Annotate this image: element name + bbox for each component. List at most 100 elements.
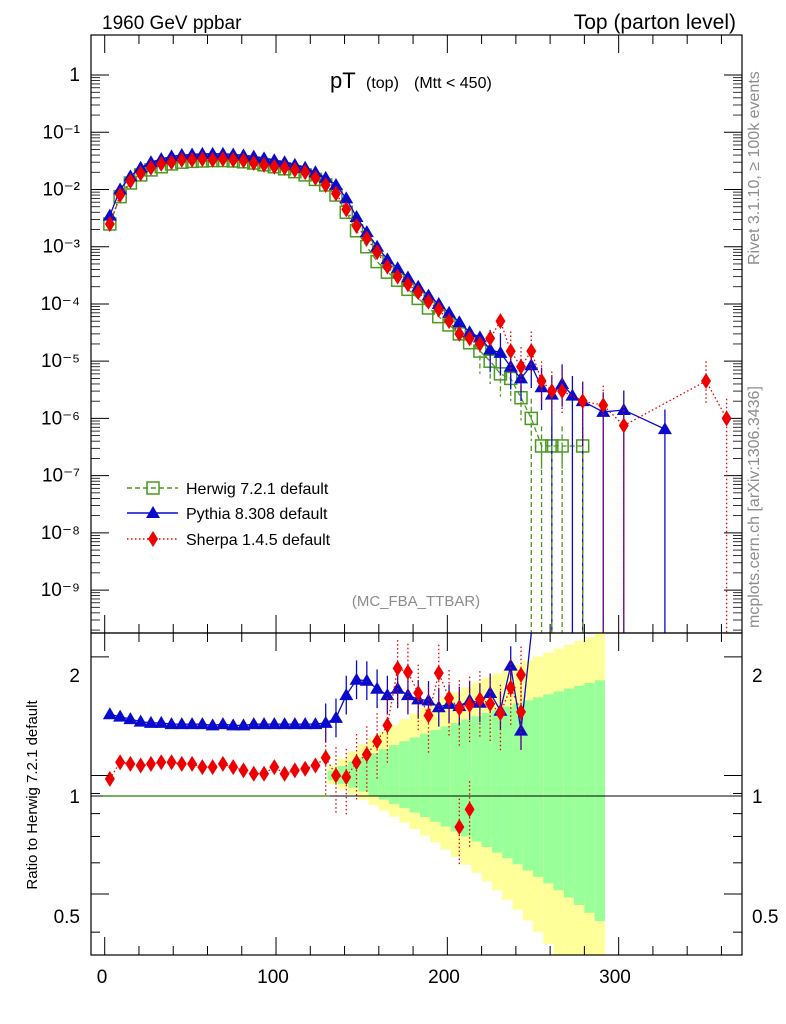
ratio-point-pythia [102, 707, 117, 720]
ratio-point-pythia [205, 718, 220, 731]
data-point [721, 410, 732, 427]
ratio-point-sherpa [300, 760, 311, 777]
ratio-point-sherpa [176, 755, 187, 772]
ratio-band-green [450, 722, 462, 832]
data-point [555, 376, 570, 389]
ratio-point-sherpa [341, 769, 352, 786]
data-point [616, 403, 631, 416]
ratio-panel: Ratio to Herwig 7.2.1 default 2 1 0.5 2 … [24, 632, 778, 956]
ratio-point-sherpa [104, 770, 115, 787]
plot-title-main: pT [330, 68, 356, 93]
ratio-point-sherpa [156, 754, 167, 771]
data-point [516, 358, 527, 375]
ratio-point-sherpa [248, 765, 259, 782]
data-point [503, 359, 518, 372]
ratio-point-pythia [400, 688, 415, 701]
data-point [546, 383, 557, 400]
legend: Herwig 7.2.1 default Pythia 8.308 defaul… [127, 481, 331, 549]
ratio-band-green [368, 753, 379, 796]
data-point [328, 177, 343, 190]
ratio-point-sherpa [187, 755, 198, 772]
data-point [413, 284, 424, 301]
xtick-200: 200 [428, 967, 460, 988]
ratio-point-pythia [359, 673, 374, 686]
ratio-band-green [409, 737, 420, 813]
data-point [565, 388, 580, 401]
main-ytick-label: 10⁻⁹ [41, 580, 80, 601]
ratio-point-sherpa [279, 765, 290, 782]
ratio-point-sherpa [166, 754, 177, 771]
ratio-point-pythia [308, 717, 323, 730]
ratio-band-green [378, 749, 390, 800]
data-point [433, 301, 444, 318]
ratio-point-sherpa [464, 801, 475, 818]
data-point [526, 343, 537, 360]
data-point [452, 315, 467, 328]
data-point [166, 154, 177, 171]
ratio-point-pythia [113, 709, 128, 722]
data-point [176, 151, 187, 168]
legend-entry-herwig: Herwig 7.2.1 default [127, 481, 329, 498]
ratio-ytick-2-left: 2 [69, 666, 80, 687]
data-point [197, 151, 208, 168]
legend-label-sherpa: Sherpa 1.4.5 default [186, 532, 331, 549]
ratio-point-sherpa [433, 665, 444, 682]
ratio-band-green [512, 703, 523, 865]
analysis-label: (MC_FBA_TTBAR) [352, 593, 480, 610]
ratio-band-green [440, 726, 451, 827]
data-point [514, 371, 529, 384]
ratio-point-pythia [277, 717, 292, 730]
data-point [485, 330, 496, 347]
data-point [330, 185, 341, 202]
ratio-band-green [471, 716, 482, 842]
ratio-point-sherpa [320, 749, 331, 766]
main-ytick-label: 10⁻⁴ [41, 294, 80, 315]
ratio-point-pythia [236, 718, 251, 731]
ratio-point-pythia [143, 715, 158, 728]
ratio-point-pythia [298, 717, 313, 730]
data-point [495, 313, 506, 330]
ratio-point-sherpa [361, 746, 372, 763]
data-point [701, 373, 712, 390]
data-point [300, 164, 311, 181]
ratio-band-green [584, 683, 595, 913]
data-point [380, 252, 395, 265]
ratio-band-green [430, 730, 441, 822]
ratio-band-green [563, 688, 575, 898]
ratio-band-green [399, 741, 410, 809]
ratio-point-sherpa [135, 757, 146, 774]
ratio-point-sherpa [392, 660, 403, 677]
ratio-point-pythia [339, 688, 354, 701]
legend-marker-herwig [146, 481, 160, 495]
data-point [618, 417, 629, 434]
legend-entry-pythia: Pythia 8.308 default [127, 506, 328, 523]
main-ytick-label: 10⁻⁶ [41, 408, 80, 429]
ratio-point-sherpa [464, 696, 475, 713]
ratio-point-pythia [123, 712, 138, 725]
ratio-point-sherpa [115, 754, 126, 771]
data-point [228, 151, 239, 168]
data-point [557, 383, 568, 400]
ratio-point-pythia [390, 681, 405, 694]
ratio-point-pythia [257, 717, 272, 730]
ratio-series [102, 632, 532, 866]
data-point [657, 422, 672, 435]
data-point [505, 343, 516, 360]
main-ytick-label: 10⁻⁸ [41, 523, 80, 544]
ratio-point-sherpa [289, 762, 300, 779]
ratio-band-green [358, 757, 369, 792]
data-point [339, 191, 354, 204]
ratio-band-green [347, 761, 359, 788]
data-point [135, 165, 146, 182]
xtick-100: 100 [257, 967, 289, 988]
ratio-point-sherpa [413, 684, 424, 701]
xtick-0: 0 [97, 967, 108, 988]
ratio-band-green [543, 694, 554, 884]
header-energy: 1960 GeV ppbar [102, 13, 242, 34]
ratio-point-sherpa [259, 765, 270, 782]
ratio-band-green [594, 680, 605, 921]
ratio-frame [90, 632, 743, 956]
data-point [104, 215, 115, 232]
ratio-ytick-2-right: 2 [752, 666, 763, 687]
